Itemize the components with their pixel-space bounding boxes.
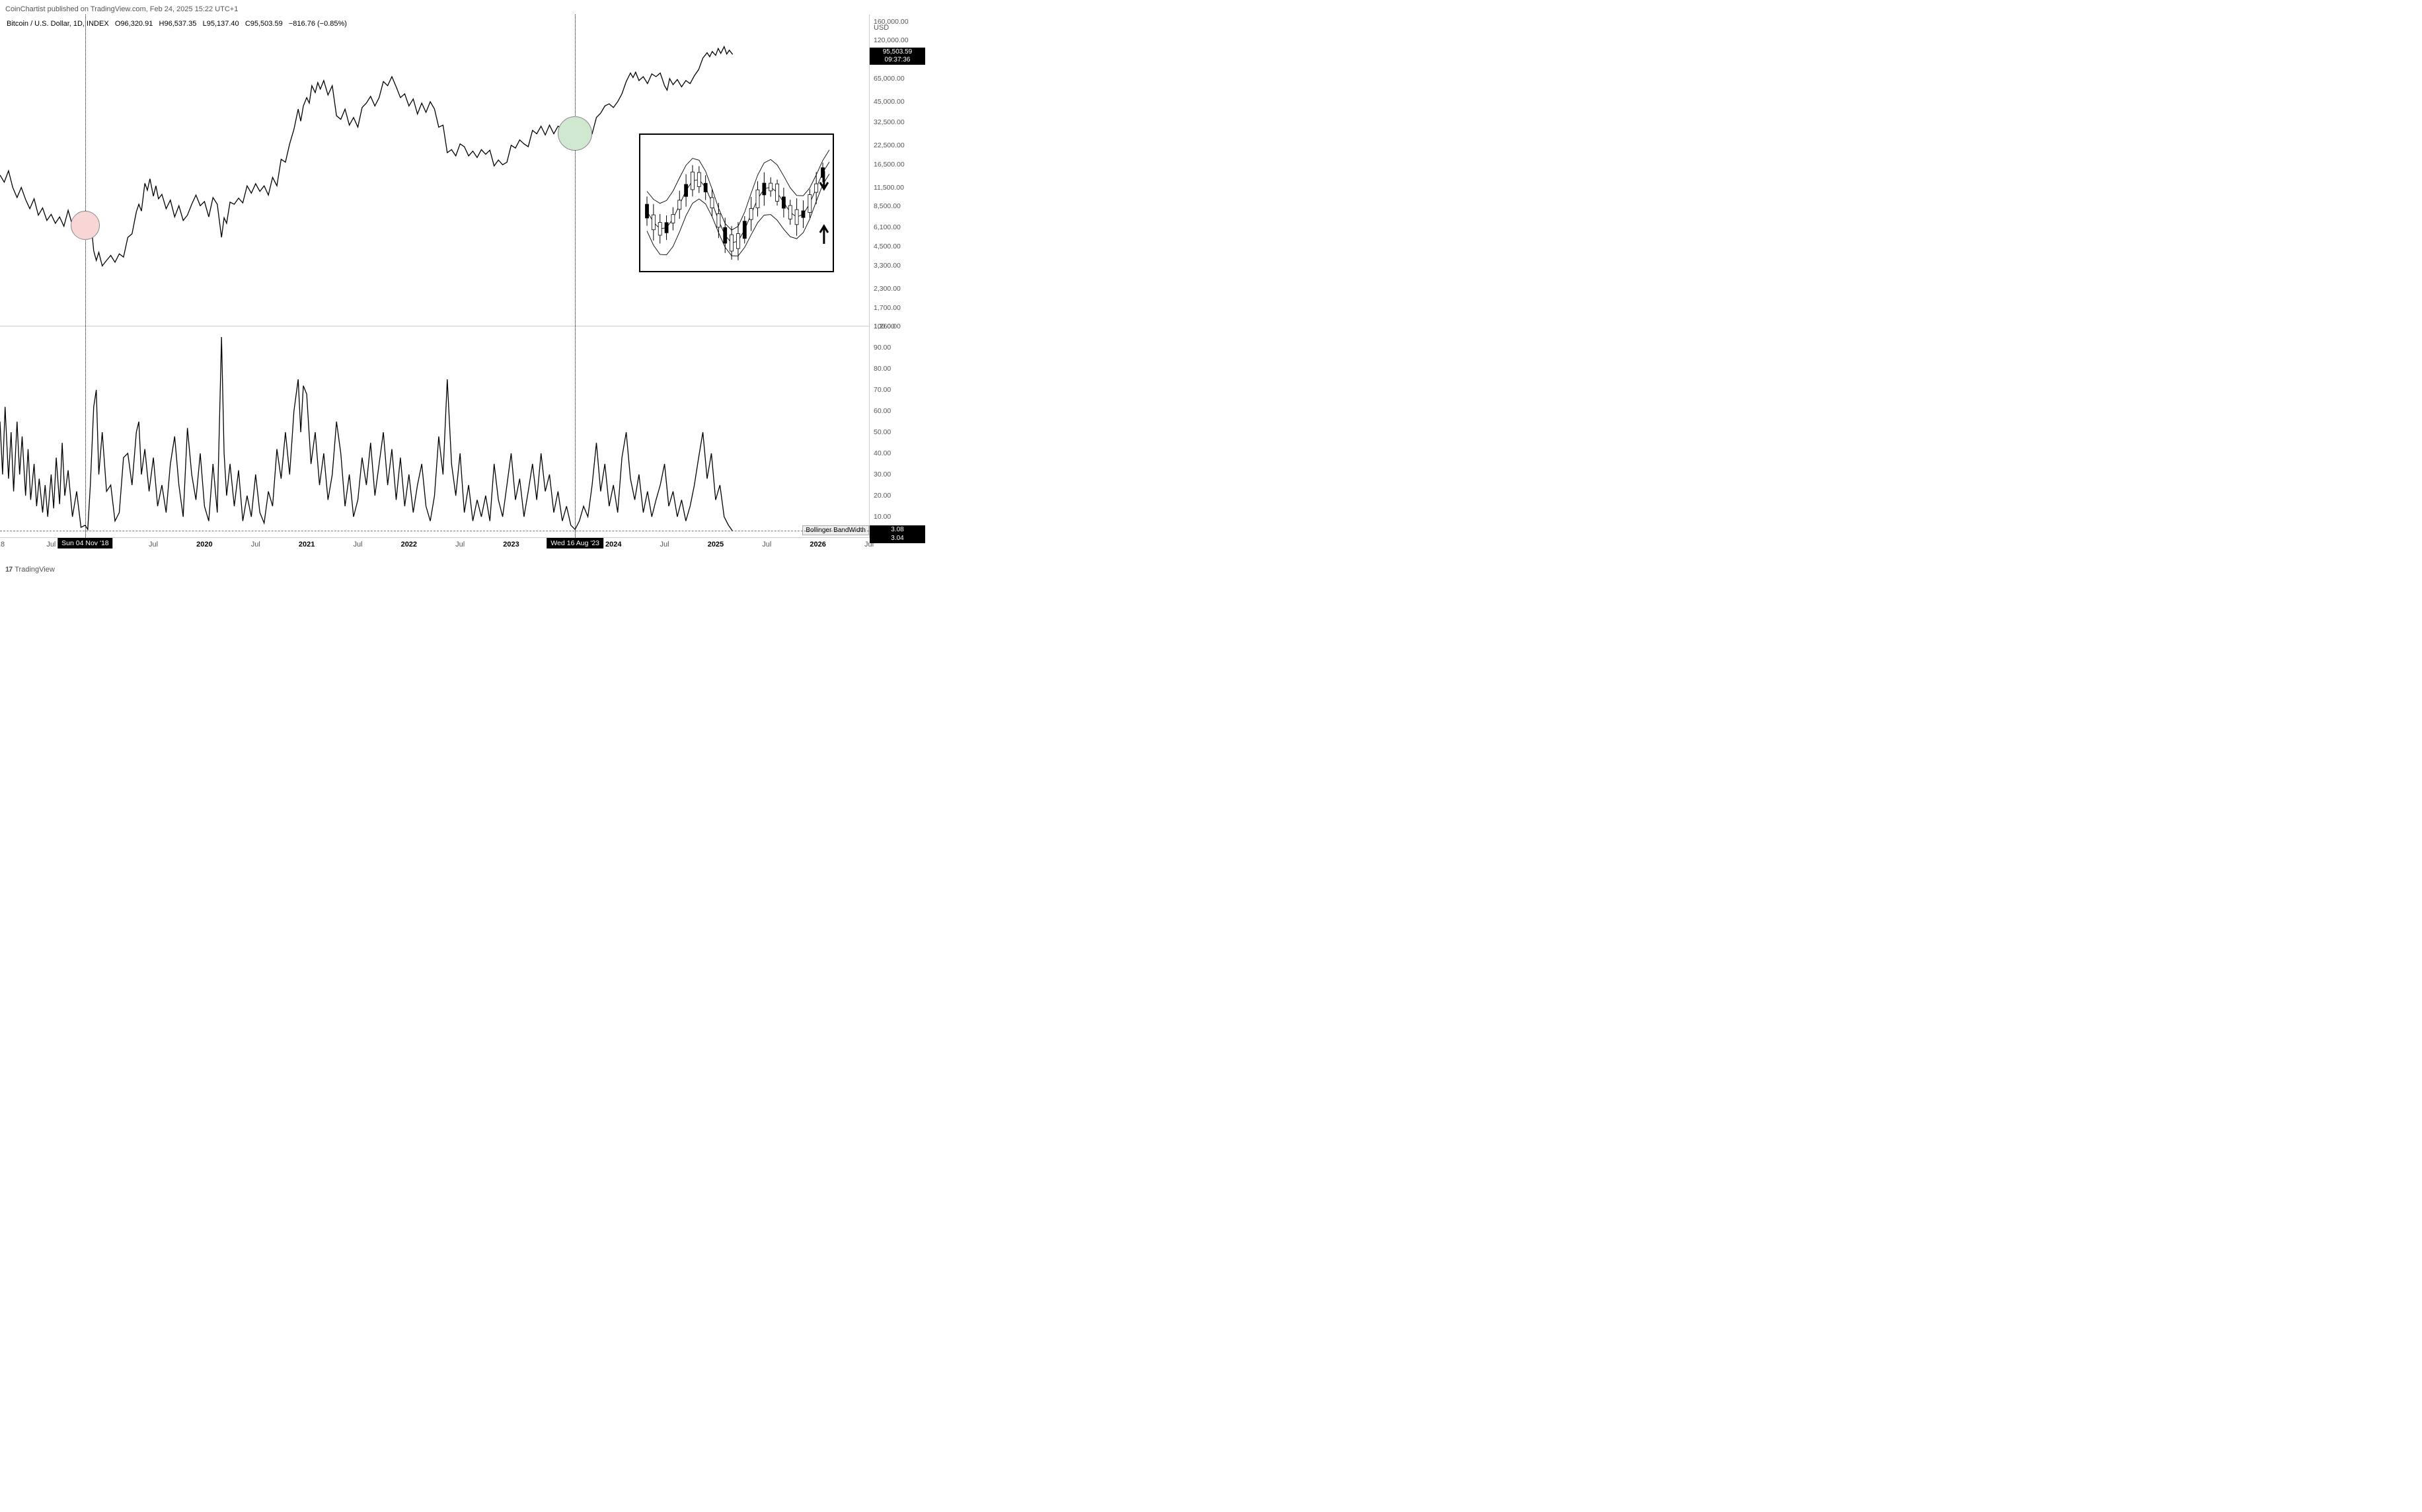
price-y-tick: 65,000.00 xyxy=(874,75,905,83)
tv-logo: 17 xyxy=(5,566,12,574)
price-current-badge: 95,503.5909:37:36 xyxy=(870,48,925,65)
price-y-tick: 160,000.00 xyxy=(874,18,909,26)
price-y-tick: 120,000.00 xyxy=(874,36,909,44)
x-tick: Jul xyxy=(46,541,56,548)
ind-y-tick: 70.00 xyxy=(874,386,891,394)
price-y-tick: 32,500.00 xyxy=(874,118,905,126)
x-tick: Jul xyxy=(762,541,771,548)
ind-y-tick: 80.00 xyxy=(874,365,891,373)
x-tick: Jul xyxy=(149,541,158,548)
ind-y-axis: 100.0090.0080.0070.0060.0050.0040.0030.0… xyxy=(869,326,925,538)
x-tick: 2024 xyxy=(605,541,621,548)
price-y-axis: USD 160,000.00120,000.0095,503.5909:37:3… xyxy=(869,15,925,326)
price-y-tick: 8,500.00 xyxy=(874,202,901,210)
tv-text: TradingView xyxy=(15,566,55,574)
ind-y-tick: 90.00 xyxy=(874,344,891,352)
x-tick: 2022 xyxy=(401,541,417,548)
x-tick: 2020 xyxy=(196,541,212,548)
publisher: CoinChartist xyxy=(5,5,46,13)
ind-y-tick: 10.00 xyxy=(874,513,891,521)
site: TradingView.com, xyxy=(91,5,148,13)
price-y-tick: 3,300.00 xyxy=(874,262,901,270)
vertical-marker xyxy=(575,326,576,537)
event-circle xyxy=(71,211,100,240)
bbw-chart xyxy=(0,326,869,538)
price-y-tick: 2,300.00 xyxy=(874,285,901,293)
x-tick: Jul xyxy=(660,541,669,548)
x-axis: '18 Jul Jul 2020 Jul 2021 Jul 2022 Jul 2023 Jul 202… xyxy=(0,538,813,554)
price-y-tick: 16,500.00 xyxy=(874,161,905,169)
header: CoinChartist published on TradingView.co… xyxy=(5,5,238,13)
inset-detail-box xyxy=(639,133,835,272)
x-tick: Jul xyxy=(353,541,362,548)
price-y-tick: 45,000.00 xyxy=(874,98,905,106)
footer: 17 TradingView xyxy=(5,566,55,574)
x-tick: '18 xyxy=(0,541,5,548)
x-date-badge: Wed 16 Aug '23 xyxy=(547,538,603,548)
ind-y-tick: 30.00 xyxy=(874,471,891,478)
verb: published on xyxy=(48,5,89,13)
x-tick: Jul xyxy=(455,541,465,548)
date: Feb 24, 2025 15:22 UTC+1 xyxy=(150,5,239,13)
vertical-marker xyxy=(85,15,86,326)
price-y-tick: 22,500.00 xyxy=(874,141,905,149)
price-y-tick: 6,100.00 xyxy=(874,223,901,231)
event-circle xyxy=(558,116,592,151)
ind-y-tick: 60.00 xyxy=(874,407,891,415)
vertical-marker xyxy=(85,326,86,537)
ind-y-tick: 50.00 xyxy=(874,428,891,436)
price-y-tick: 11,500.00 xyxy=(874,184,904,192)
vertical-marker xyxy=(575,15,576,326)
x-tick: 2023 xyxy=(503,541,519,548)
ind-y-tick: 40.00 xyxy=(874,449,891,457)
bbw-value-badge: 3.04 xyxy=(870,534,925,543)
x-date-badge: Sun 04 Nov '18 xyxy=(57,538,112,548)
price-y-tick: 1,700.00 xyxy=(874,304,901,312)
bbw-value-badge: 3.08 xyxy=(870,525,925,535)
price-pane[interactable] xyxy=(0,15,869,326)
ind-y-tick: 20.00 xyxy=(874,492,891,500)
indicator-pane[interactable]: Bollinger BandWidth xyxy=(0,326,869,538)
price-y-tick: 4,500.00 xyxy=(874,243,901,250)
ind-y-tick: 100.00 xyxy=(874,322,895,330)
chart-area[interactable]: Bollinger BandWidth '18JulJul2020Jul2021… xyxy=(0,15,869,538)
x-tick: 2021 xyxy=(299,541,315,548)
x-tick: 2025 xyxy=(708,541,724,548)
x-tick: Jul xyxy=(251,541,260,548)
x-tick: 2026 xyxy=(810,541,825,548)
